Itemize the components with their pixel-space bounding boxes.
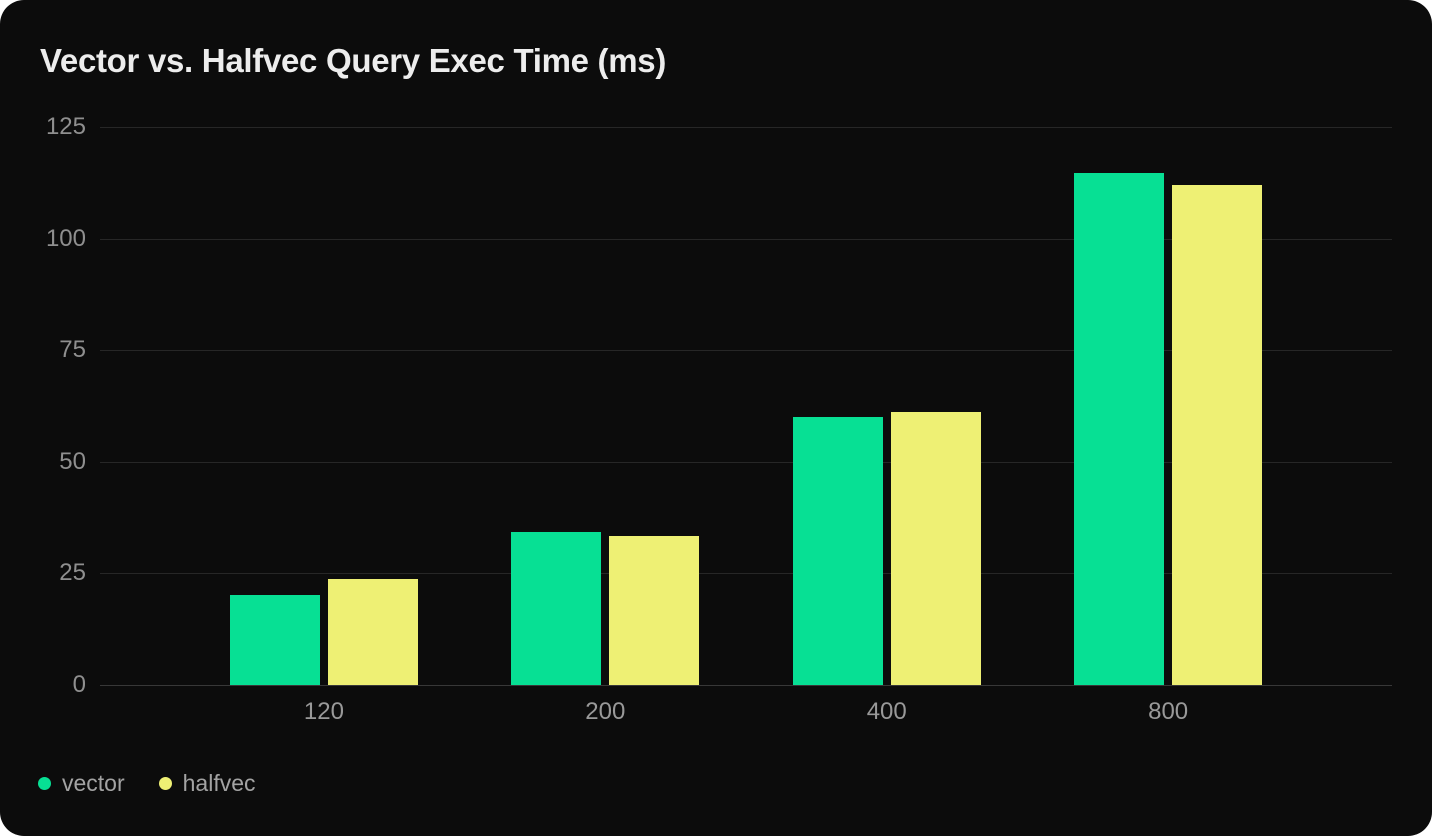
bar-group-800: [1027, 127, 1308, 685]
y-tick-label-125: 125: [45, 113, 86, 140]
bar-halfvec-400[interactable]: [890, 412, 981, 685]
bar-vector-120[interactable]: [229, 595, 320, 685]
legend-label-vector: vector: [62, 770, 125, 796]
x-tick-label-800: 800: [1148, 698, 1189, 725]
legend-item-vector[interactable]: vector: [38, 770, 125, 796]
gridline-50: [100, 461, 1392, 463]
gridline-25: [100, 573, 1392, 575]
legend-label-halfvec: halfvec: [182, 770, 256, 796]
halfvec-legend-dot-icon: [158, 776, 172, 790]
bar-halfvec-800[interactable]: [1172, 185, 1263, 685]
y-tick-label-75: 75: [59, 336, 86, 364]
gridline-75: [100, 350, 1392, 352]
y-tick-label-100: 100: [45, 224, 86, 252]
gridline-100: [100, 238, 1392, 240]
vector-legend-dot-icon: [38, 776, 51, 790]
bar-halfvec-120[interactable]: [327, 579, 418, 685]
bar-vector-400[interactable]: [792, 416, 883, 685]
x-tick-label-200: 200: [585, 698, 626, 725]
bar-halfvec-200[interactable]: [609, 535, 700, 685]
legend-item-halfvec[interactable]: halfvec: [158, 770, 256, 796]
plot-area: 0 25 50 75 100 125 120 200 400 800: [46, 115, 1392, 725]
legend: vector halfvec: [38, 769, 256, 797]
x-axis-labels: 120 200 400 800: [183, 699, 1309, 725]
y-tick-label-50: 50: [59, 447, 86, 475]
gridline-0: [100, 685, 1392, 686]
y-tick-label-0: 0: [72, 671, 86, 698]
bar-group-400: [746, 127, 1027, 685]
gridline-125: [100, 127, 1392, 128]
x-tick-label-400: 400: [866, 698, 907, 725]
bar-vector-800[interactable]: [1074, 173, 1165, 685]
x-tick-label-120: 120: [303, 698, 344, 725]
bar-group-200: [465, 127, 746, 685]
y-tick-label-25: 25: [59, 559, 86, 587]
bar-group-120: [183, 127, 464, 685]
bars-layer: [183, 127, 1309, 685]
bar-vector-200[interactable]: [511, 531, 602, 685]
chart-title: Vector vs. Halfvec Query Exec Time (ms): [40, 42, 667, 79]
